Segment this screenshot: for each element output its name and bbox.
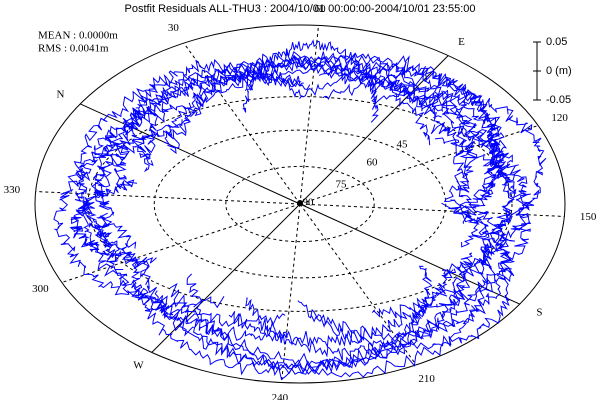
- residual-trace: [327, 61, 502, 175]
- residual-traces: [53, 39, 547, 381]
- residual-trace: [228, 268, 457, 349]
- residual-trace: [130, 58, 301, 167]
- elevation-label: 75: [336, 179, 348, 191]
- elevation-label: 90: [303, 197, 315, 209]
- residual-trace: [73, 68, 302, 276]
- residual-trace: [371, 137, 532, 319]
- residual-trace: [311, 195, 512, 343]
- residual-trace: [322, 79, 506, 224]
- center-point: [297, 200, 303, 206]
- azimuth-label: N: [57, 88, 65, 100]
- scale-label: -0.05: [546, 94, 571, 106]
- elevation-ring: [225, 165, 375, 243]
- azimuth-label: 240: [272, 392, 289, 400]
- chart-title: Postfit Residuals ALL-THU3 : 2004/10/01 …: [124, 3, 475, 15]
- elevation-ring: [87, 96, 513, 312]
- residual-trace: [113, 71, 304, 191]
- rms-label: RMS : 0.0041m: [38, 43, 109, 55]
- azimuth-label: 120: [551, 112, 568, 124]
- azimuth-spoke: [35, 191, 301, 205]
- azimuth-label: 330: [4, 184, 21, 196]
- grid: [34, 24, 566, 384]
- labels: N 30 60 E 120 150 S 210 240 W 300 330 45 60 75 90: [4, 3, 597, 400]
- residual-trace: [395, 89, 515, 276]
- residual-trace: [53, 129, 225, 310]
- outer-ring: [34, 24, 566, 384]
- azimuth-spoke: [299, 55, 449, 205]
- residual-trace: [143, 52, 431, 173]
- residual-trace: [167, 62, 465, 203]
- elevation-label: 60: [367, 157, 379, 169]
- azimuth-label: 210: [418, 373, 435, 385]
- mean-label: MEAN : 0.0000m: [38, 30, 118, 42]
- scale-label: 0 (m): [546, 65, 572, 77]
- azimuth-spoke: [151, 203, 301, 353]
- elevation-label: 45: [397, 139, 409, 151]
- residual-trace: [154, 273, 471, 372]
- azimuth-label: 300: [32, 283, 49, 295]
- azimuth-label: E: [458, 36, 465, 48]
- azimuth-spoke: [80, 103, 301, 205]
- azimuth-label: W: [133, 359, 144, 371]
- residual-trace: [82, 119, 286, 328]
- residual-trace: [374, 87, 547, 248]
- azimuth-spoke: [299, 203, 565, 217]
- residual-trace: [95, 212, 288, 344]
- residual-trace: [169, 215, 494, 369]
- azimuth-label: 150: [580, 211, 597, 223]
- residual-trace: [299, 65, 508, 214]
- scale-bar: [533, 41, 541, 101]
- azimuth-label: 60: [315, 3, 327, 15]
- elevation-ring: [153, 129, 447, 279]
- azimuth-label: 30: [168, 22, 180, 34]
- residual-trace: [244, 51, 502, 201]
- azimuth-label: S: [536, 307, 542, 319]
- residual-trace: [430, 121, 531, 275]
- scale-label: 0.05: [546, 36, 567, 48]
